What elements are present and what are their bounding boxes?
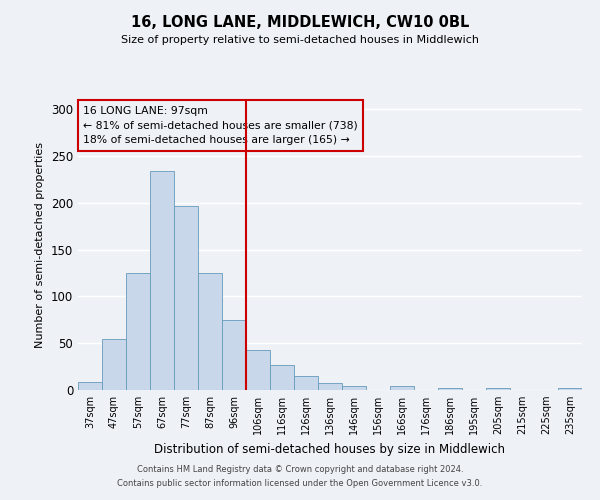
- Bar: [390, 386, 414, 390]
- Text: 16, LONG LANE, MIDDLEWICH, CW10 0BL: 16, LONG LANE, MIDDLEWICH, CW10 0BL: [131, 15, 469, 30]
- Bar: [342, 386, 366, 390]
- Bar: [150, 171, 174, 390]
- Bar: [222, 320, 246, 390]
- Bar: [198, 273, 222, 390]
- Bar: [438, 388, 462, 390]
- Bar: [270, 364, 294, 390]
- Bar: [318, 382, 342, 390]
- Bar: [174, 206, 198, 390]
- Y-axis label: Number of semi-detached properties: Number of semi-detached properties: [35, 142, 46, 348]
- Text: Contains HM Land Registry data © Crown copyright and database right 2024.
Contai: Contains HM Land Registry data © Crown c…: [118, 466, 482, 487]
- Bar: [486, 388, 510, 390]
- Bar: [102, 338, 126, 390]
- Bar: [126, 273, 150, 390]
- Bar: [558, 388, 582, 390]
- Text: Size of property relative to semi-detached houses in Middlewich: Size of property relative to semi-detach…: [121, 35, 479, 45]
- Bar: [78, 382, 102, 390]
- Bar: [246, 350, 270, 390]
- Text: 16 LONG LANE: 97sqm
← 81% of semi-detached houses are smaller (738)
18% of semi-: 16 LONG LANE: 97sqm ← 81% of semi-detach…: [83, 106, 358, 146]
- X-axis label: Distribution of semi-detached houses by size in Middlewich: Distribution of semi-detached houses by …: [155, 442, 505, 456]
- Bar: [294, 376, 318, 390]
